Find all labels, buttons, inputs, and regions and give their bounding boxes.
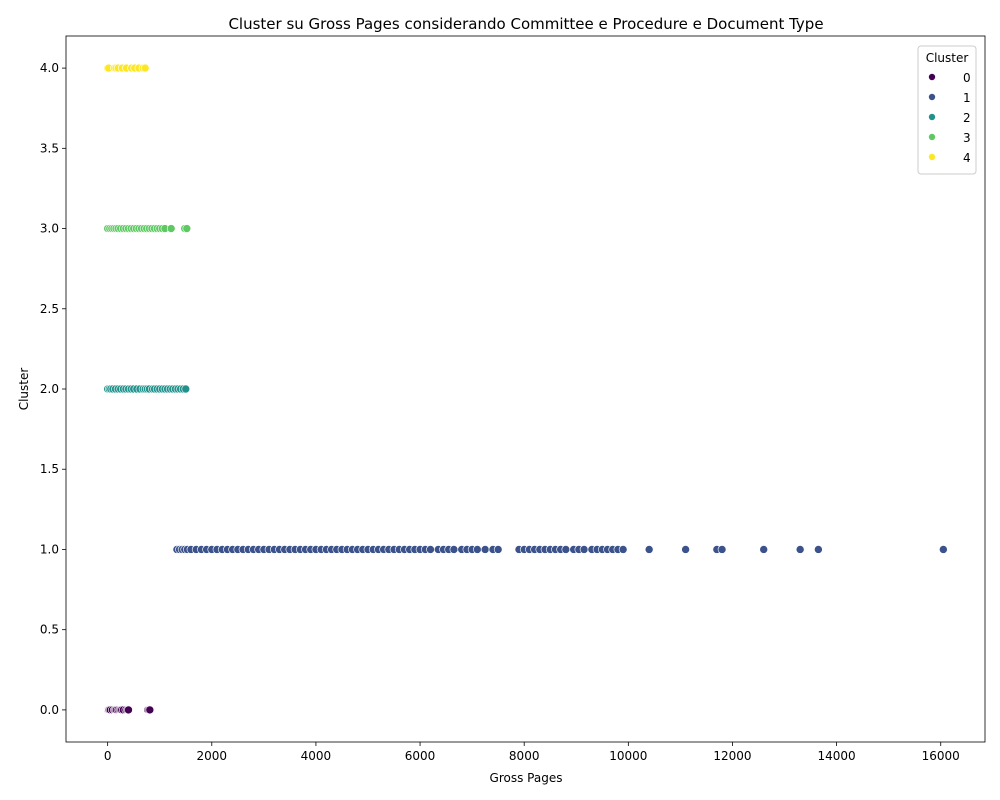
legend-label-1: 1 <box>963 91 971 105</box>
data-point-cluster-0 <box>145 705 155 715</box>
data-point-cluster-1 <box>426 545 435 554</box>
data-point-cluster-1 <box>681 545 690 554</box>
data-point-cluster-3 <box>166 224 176 233</box>
x-tick-label: 2000 <box>197 749 228 763</box>
data-point-cluster-1 <box>795 545 805 554</box>
legend-marker-4 <box>928 153 936 161</box>
data-point-cluster-1 <box>717 545 727 554</box>
x-tick-label: 16000 <box>922 749 960 763</box>
data-point-cluster-1 <box>449 545 459 554</box>
x-tick-label: 8000 <box>509 749 540 763</box>
legend-label-3: 3 <box>963 131 971 145</box>
x-tick-label: 6000 <box>405 749 436 763</box>
y-tick-label: 2.0 <box>40 382 59 396</box>
x-axis: 0 2000 4000 6000 8000 10000 12000 14000 16000 <box>104 742 960 763</box>
data-point-cluster-1 <box>493 545 503 554</box>
plot-area <box>66 36 985 742</box>
data-point-cluster-1 <box>939 545 948 554</box>
data-point-cluster-2 <box>181 384 191 394</box>
y-tick-label: 3.5 <box>40 141 59 155</box>
x-tick-label: 14000 <box>818 749 856 763</box>
y-tick-label: 2.5 <box>40 302 59 316</box>
x-tick-label: 12000 <box>713 749 751 763</box>
y-axis: 0.0 0.5 1.0 1.5 2.0 2.5 3.0 3.5 4.0 <box>40 61 66 717</box>
y-axis-title: Cluster <box>17 368 31 411</box>
legend-label-4: 4 <box>963 151 971 165</box>
legend-marker-0 <box>928 73 936 81</box>
data-point-cluster-1 <box>759 545 769 554</box>
legend-label-0: 0 <box>963 71 971 85</box>
y-tick-label: 0.0 <box>40 703 59 717</box>
data-point-cluster-1 <box>644 545 654 554</box>
legend-entries: 0 1 2 3 4 <box>928 71 971 165</box>
legend-marker-2 <box>928 113 936 121</box>
legend: Cluster 0 1 2 3 4 <box>917 45 977 175</box>
x-tick-label: 0 <box>104 749 112 763</box>
y-tick-label: 0.5 <box>40 623 59 637</box>
legend-marker-1 <box>928 93 936 101</box>
data-point-cluster-1 <box>618 545 628 554</box>
y-tick-label: 1.5 <box>40 462 59 476</box>
x-tick-label: 10000 <box>609 749 647 763</box>
chart-title: Cluster su Gross Pages considerando Comm… <box>228 15 823 33</box>
data-points <box>103 63 948 715</box>
data-point-cluster-1 <box>579 545 589 554</box>
data-point-cluster-4 <box>140 63 150 73</box>
plot-border <box>65 35 986 743</box>
legend-label-2: 2 <box>963 111 971 125</box>
y-tick-label: 1.0 <box>40 542 59 556</box>
data-point-cluster-0 <box>124 705 133 715</box>
x-axis-title: Gross Pages <box>490 771 563 785</box>
data-point-cluster-1 <box>561 545 571 554</box>
legend-title: Cluster <box>926 51 969 65</box>
data-point-cluster-3 <box>182 224 192 233</box>
data-point-cluster-1 <box>480 545 490 554</box>
data-point-cluster-1 <box>473 545 482 554</box>
x-tick-label: 4000 <box>301 749 332 763</box>
y-tick-label: 4.0 <box>40 61 59 75</box>
data-point-cluster-1 <box>814 545 823 554</box>
legend-marker-3 <box>928 133 936 141</box>
y-tick-label: 3.0 <box>40 222 59 236</box>
